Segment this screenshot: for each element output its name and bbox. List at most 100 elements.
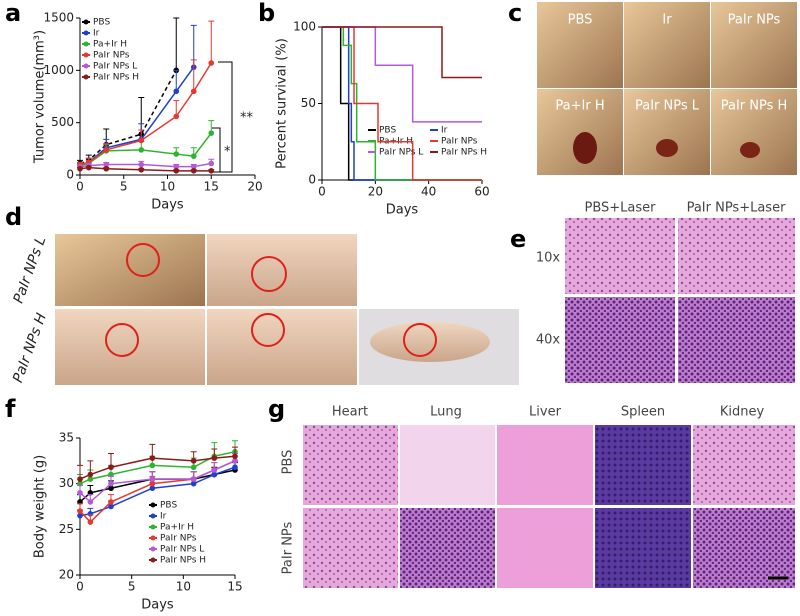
legend-label: PaIr NPs L — [379, 148, 423, 158]
legend-label: PaIr NPs H — [441, 148, 487, 158]
x-tick-label: 5 — [120, 180, 128, 194]
x-tick-label: 5 — [128, 580, 136, 594]
bracket — [218, 61, 233, 173]
row-label: PBS — [281, 450, 296, 475]
legend-marker — [83, 63, 89, 69]
series-line — [322, 26, 482, 123]
legend-label: PaIr NPs — [441, 137, 478, 147]
y-tick-label: 500 — [51, 115, 74, 129]
column-label: Liver — [529, 405, 562, 420]
micrograph — [595, 508, 691, 588]
data-point — [87, 476, 94, 482]
legend-marker — [150, 513, 156, 519]
legend-label: PaIr NPs L — [160, 545, 204, 555]
y-tick-label: 30 — [59, 476, 74, 490]
data-point — [190, 458, 197, 464]
data-point — [108, 485, 114, 492]
circle — [403, 323, 437, 357]
legend-label: Ir — [93, 29, 100, 39]
data-point — [190, 480, 197, 487]
column-label: Heart — [332, 405, 368, 420]
data-point — [173, 151, 180, 157]
panel-d-photos: PaIr NPs L PaIr NPs H — [10, 234, 519, 385]
legend-marker — [83, 52, 89, 58]
legend-label: PaIr NPs — [160, 534, 197, 544]
data-point — [77, 165, 83, 172]
mouse — [370, 322, 490, 362]
x-tick-label: 60 — [474, 185, 489, 199]
data-point — [77, 512, 83, 519]
x-tick-label: 10 — [176, 580, 191, 594]
annotation: ** — [240, 111, 254, 126]
data-point — [138, 137, 145, 144]
y-tick-label: 1000 — [43, 63, 74, 77]
panel-c-photos: PBS Ir PaIr NPs Pa+Ir H PaIr NPs L PaIr … — [537, 2, 797, 175]
legend-marker — [150, 557, 156, 563]
legend-label: PBS — [379, 126, 396, 136]
y-axis-label: Body weight (g) — [33, 455, 48, 558]
data-point — [173, 163, 180, 170]
legend-marker — [83, 41, 89, 47]
data-point — [173, 168, 180, 174]
data-point — [85, 164, 92, 171]
legend-label: Ir — [441, 126, 448, 136]
data-point — [138, 166, 145, 173]
micrograph — [595, 425, 691, 505]
data-point — [190, 464, 197, 471]
legend-label: PaIr NPs — [93, 51, 130, 61]
error-bar — [173, 69, 180, 92]
data-point — [149, 455, 156, 461]
data-point — [77, 490, 83, 496]
micrograph — [565, 297, 675, 383]
legend-label: PBS — [160, 501, 177, 511]
panel-label: f — [5, 395, 16, 423]
legend-label: Ir — [160, 512, 167, 522]
data-point — [190, 163, 197, 170]
data-point — [149, 485, 156, 492]
legend-marker — [83, 30, 89, 36]
data-point — [108, 464, 114, 471]
photo — [624, 89, 710, 175]
bracket — [212, 127, 221, 173]
series-line — [322, 26, 482, 79]
panel-letters: a b c d e f g — [5, 0, 526, 423]
series-line — [322, 26, 482, 181]
data-point — [232, 464, 238, 471]
data-point — [190, 168, 197, 174]
photo-label: PaIr NPs — [728, 13, 781, 28]
column-label: PBS+Laser — [585, 201, 657, 216]
photo — [624, 2, 710, 88]
y-tick-label: 20 — [59, 568, 74, 582]
legend-marker — [83, 74, 89, 80]
legend-marker — [150, 535, 156, 541]
data-point — [208, 60, 215, 66]
panel-label: c — [508, 0, 522, 27]
y-tick-label: 50 — [301, 96, 316, 110]
row-label: PaIr NPs L — [11, 234, 50, 305]
panel-label: b — [258, 0, 275, 27]
x-tick-label: 0 — [76, 580, 84, 594]
data-point — [190, 88, 197, 95]
data-point — [103, 165, 110, 172]
data-point — [208, 130, 215, 136]
legend-label: Pa+Ir H — [160, 523, 194, 533]
photo-label: PBS — [568, 13, 593, 28]
micrograph — [678, 297, 795, 383]
legend-label: PaIr NPs H — [160, 556, 206, 566]
y-axis-label: Percent survival (%) — [275, 38, 290, 169]
micrograph — [400, 508, 495, 588]
photo — [537, 2, 623, 88]
micrograph — [693, 425, 795, 505]
data-point — [173, 88, 180, 95]
micrograph — [497, 508, 593, 588]
panel-label: d — [5, 203, 22, 231]
series-line — [322, 26, 482, 181]
column-label: Lung — [430, 405, 462, 420]
data-point — [211, 467, 218, 473]
data-point — [208, 160, 215, 167]
data-point — [77, 508, 83, 514]
micrograph — [303, 508, 398, 588]
data-point — [108, 480, 114, 487]
micrograph — [678, 218, 795, 294]
